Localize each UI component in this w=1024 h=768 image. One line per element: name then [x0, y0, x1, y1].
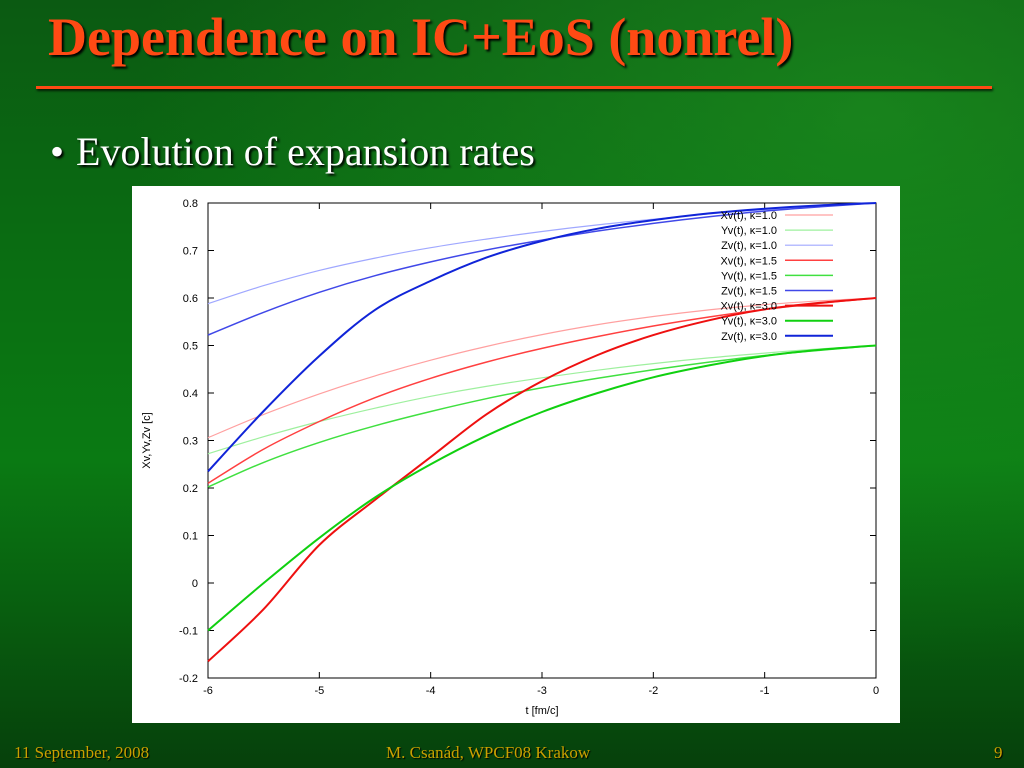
legend-label: Yv(t), κ=1.5: [721, 270, 777, 282]
x-tick-label: 0: [873, 685, 879, 697]
x-tick-label: -4: [426, 685, 436, 697]
expansion-rate-chart: -0.2 -0.1 0 0.1 0.2 0.3 0.4 0.5 0.6 0.7 0.8 -6 -5 -4 -…: [141, 198, 879, 717]
y-tick-label: 0.3: [183, 436, 198, 448]
bullet-item: • Evolution of expansion rates: [50, 128, 535, 175]
y-tick-label: 0.2: [183, 483, 198, 495]
y-tick-label: -0.1: [179, 626, 198, 638]
series-line-1: [207, 297, 877, 439]
slide-title: Dependence on IC+EoS (nonrel): [48, 7, 794, 67]
footer-author: M. Csanád, WPCF08 Krakow: [386, 743, 591, 762]
y-tick-label: 0: [192, 578, 198, 590]
legend-label: Zv(t), κ=3.0: [721, 331, 777, 343]
legend-label: Zv(t), κ=1.5: [721, 286, 777, 298]
y-tick-label: 0.1: [183, 531, 198, 543]
series-line-2: [207, 344, 877, 455]
legend-label: Xv(t), κ=1.0: [720, 210, 777, 222]
y-tick-label: 0.8: [183, 198, 198, 210]
x-tick-label: -6: [203, 685, 213, 697]
y-axis-label: Xv,Yv,Zv [c]: [141, 412, 153, 468]
bullet-text: Evolution of expansion rates: [76, 129, 535, 174]
legend-label: Yv(t), κ=1.0: [721, 225, 777, 237]
x-tick-label: -2: [648, 685, 658, 697]
y-tick-label: 0.5: [183, 341, 198, 353]
bullet-dot-icon: •: [50, 129, 65, 174]
series-line-7: [207, 297, 877, 663]
x-tick-label: -1: [760, 685, 770, 697]
x-tick-label: -5: [314, 685, 324, 697]
legend-label: Yv(t), κ=3.0: [721, 316, 777, 328]
y-tick-label: 0.4: [183, 388, 198, 400]
x-tick-label: -3: [537, 685, 547, 697]
title-underline: [36, 86, 992, 89]
legend-label: Zv(t), κ=1.0: [721, 240, 777, 252]
legend-label: Xv(t), κ=3.0: [720, 301, 777, 313]
y-tick-label: 0.7: [183, 246, 198, 258]
legend-label: Xv(t), κ=1.5: [720, 255, 777, 267]
footer-page-number: 9: [994, 743, 1003, 762]
series-line-9: [207, 202, 877, 473]
x-axis-label: t [fm/c]: [526, 705, 559, 717]
chart-panel: -0.2 -0.1 0 0.1 0.2 0.3 0.4 0.5 0.6 0.7 0.8 -6 -5 -4 -…: [132, 186, 900, 723]
series-line-8: [207, 344, 877, 632]
y-tick-label: -0.2: [179, 673, 198, 685]
footer-date: 11 September, 2008: [14, 743, 150, 762]
y-tick-label: 0.6: [183, 293, 198, 305]
